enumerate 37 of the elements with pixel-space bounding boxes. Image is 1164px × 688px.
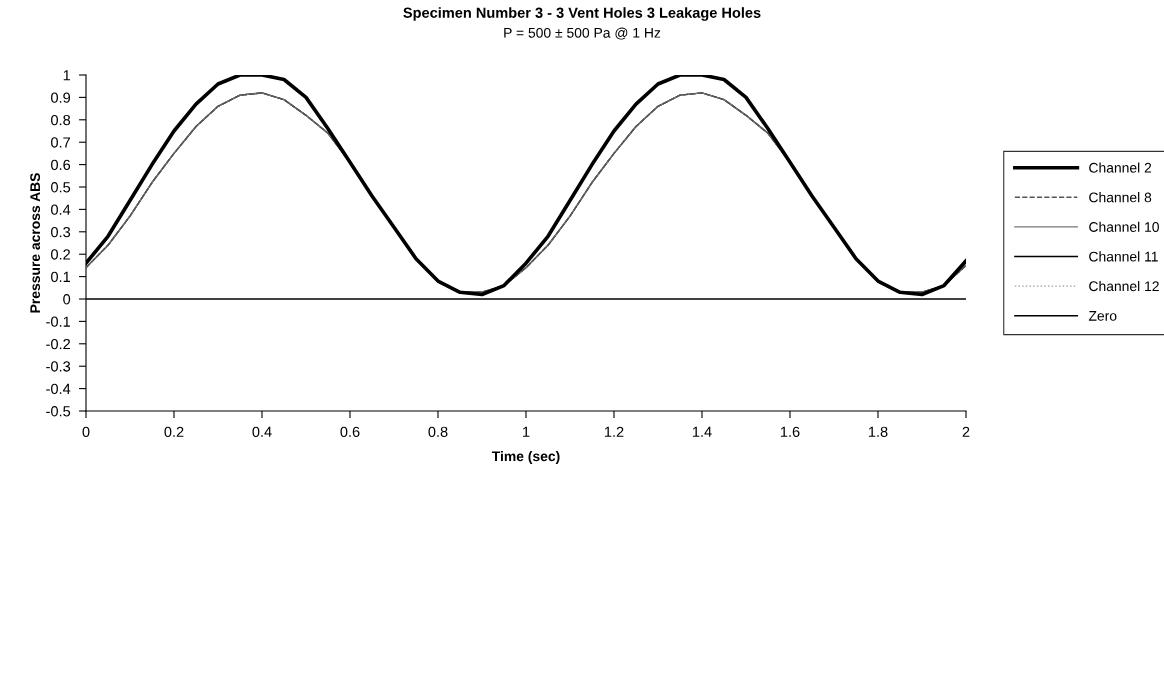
y-tick-label: 1 (63, 70, 71, 81)
y-tick-label: -0.1 (46, 316, 71, 327)
legend-label: Channel 11 (1089, 251, 1158, 262)
y-tick-label: 0.5 (51, 182, 71, 193)
y-tick-label: 0.6 (51, 159, 71, 171)
y-tick-label: -0.3 (46, 361, 71, 372)
y-tick-label: -0.2 (46, 338, 70, 350)
y-tick-label: -0.4 (46, 383, 71, 395)
x-tick-label: 0 (82, 426, 90, 437)
y-tick-label: 0.4 (51, 204, 71, 215)
x-tick-label: 1.2 (604, 426, 624, 437)
y-tick-label: 0.2 (51, 249, 70, 260)
x-tick-label: 0.8 (428, 426, 448, 437)
chart-title: Specimen Number 3 - 3 Vent Holes 3 Leakage Holes (403, 7, 761, 21)
x-tick-label: 0.2 (164, 426, 184, 437)
legend-label: Channel 10 (1089, 221, 1159, 232)
x-axis-title: Time (sec) (491, 450, 560, 464)
x-tick-label: 1 (523, 426, 530, 437)
y-tick-label: 0.8 (51, 114, 71, 126)
legend-label: Zero (1088, 311, 1117, 321)
y-axis-title: Pressure across ABS (30, 173, 41, 313)
x-tick-label: 0.6 (340, 426, 360, 437)
y-tick-label: 0.1 (51, 271, 71, 283)
x-tick-label: 1.4 (692, 426, 712, 437)
y-tick-label: 0.3 (51, 226, 71, 238)
x-tick-label: 2 (962, 426, 970, 437)
y-tick-label: 0.7 (51, 137, 70, 148)
chart-subtitle: P = 500 ± 500 Pa @ 1 Hz (504, 27, 661, 40)
legend-label: Channel 8 (1089, 192, 1152, 203)
y-tick-label: 0.9 (51, 92, 71, 103)
x-tick-label: 1.6 (780, 426, 800, 437)
legend-label: Channel 2 (1089, 162, 1152, 173)
legend-label: Channel 12 (1089, 280, 1159, 292)
x-tick-label: 0.4 (252, 426, 272, 437)
y-tick-label: -0.5 (46, 406, 71, 417)
x-tick-label: 1.8 (868, 426, 888, 437)
y-tick-label: 0 (63, 294, 71, 305)
